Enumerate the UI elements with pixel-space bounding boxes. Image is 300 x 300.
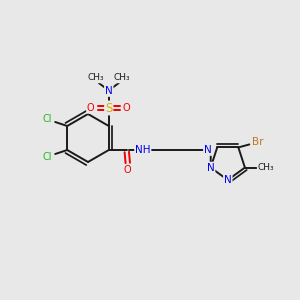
Text: N: N — [204, 145, 212, 155]
Text: NH: NH — [135, 145, 151, 155]
Text: CH₃: CH₃ — [113, 74, 130, 82]
Text: CH₃: CH₃ — [258, 163, 274, 172]
Text: O: O — [87, 103, 94, 113]
Text: O: O — [124, 165, 132, 175]
Text: O: O — [123, 103, 130, 113]
Text: S: S — [105, 101, 112, 115]
Text: Br: Br — [252, 137, 263, 147]
Text: N: N — [224, 175, 232, 185]
Text: Cl: Cl — [43, 152, 52, 162]
Text: Cl: Cl — [43, 114, 52, 124]
Text: CH₃: CH₃ — [88, 74, 104, 82]
Text: N: N — [105, 86, 113, 96]
Text: N: N — [207, 163, 214, 172]
